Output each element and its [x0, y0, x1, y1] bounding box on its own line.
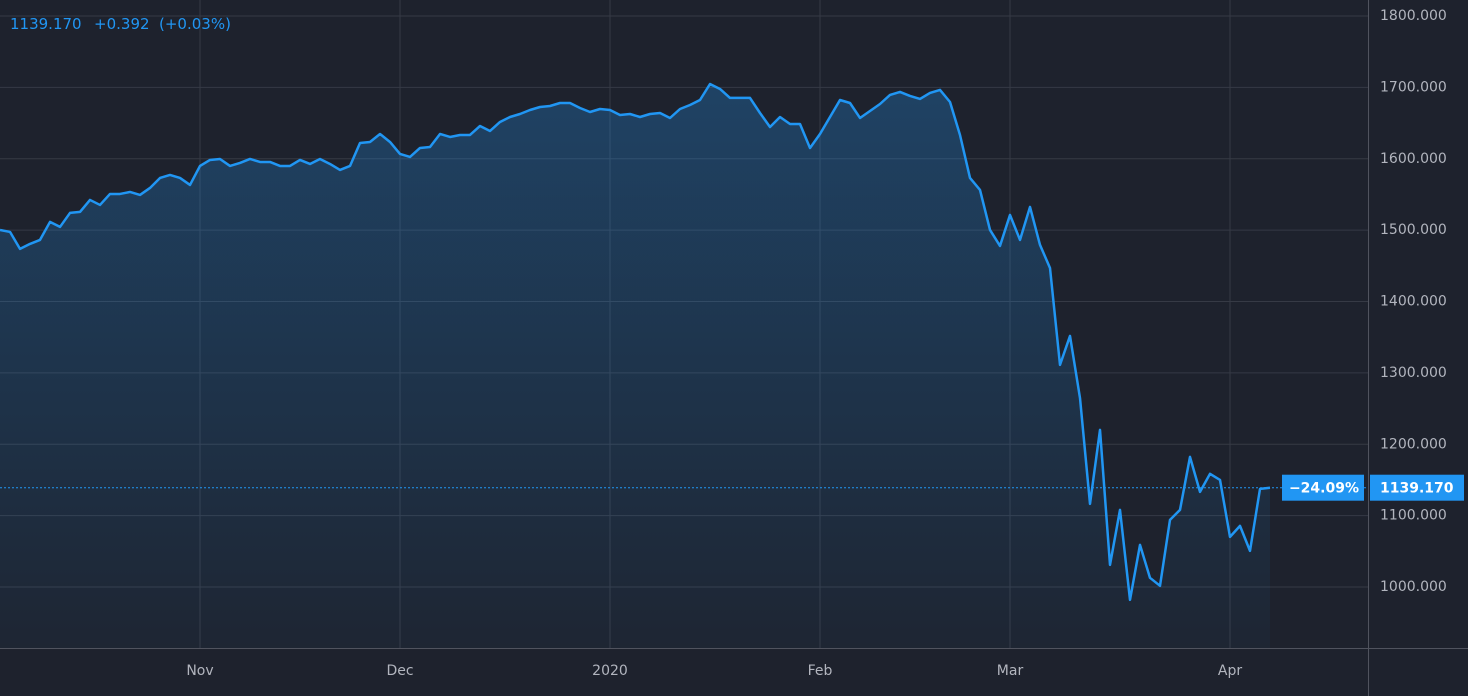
header: 1139.170 +0.392 (+0.03%) — [10, 15, 231, 33]
y-tick-label: 1500.000 — [1380, 222, 1447, 238]
x-tick-label: 2020 — [592, 663, 628, 679]
x-tick-label: Mar — [997, 663, 1024, 679]
price-line — [0, 82, 1271, 602]
y-tick-label: 1000.000 — [1380, 579, 1447, 595]
x-tick-label: Feb — [808, 663, 833, 679]
price-label: 1139.170 — [1380, 481, 1454, 497]
y-tick-label: 1400.000 — [1380, 294, 1447, 310]
pct-label-box — [1282, 474, 1364, 501]
x-tick-label: Apr — [1218, 663, 1242, 679]
header-price: 1139.170 — [10, 15, 82, 33]
x-tick-label: Dec — [386, 663, 413, 679]
y-tick-label: 1700.000 — [1380, 79, 1447, 95]
y-tick-label: 1600.000 — [1380, 151, 1447, 167]
y-tick-label: 1200.000 — [1380, 436, 1447, 452]
area-fill — [0, 84, 1270, 648]
pct-label: −24.09% — [1289, 481, 1359, 497]
price-label-box — [1370, 474, 1464, 501]
header-change-pct: (+0.03%) — [159, 15, 231, 33]
header-change: +0.392 — [94, 15, 150, 33]
y-tick-label: 1300.000 — [1380, 365, 1447, 381]
y-tick-label: 1800.000 — [1380, 8, 1447, 24]
y-tick-label: 1100.000 — [1380, 508, 1447, 524]
x-tick-label: Nov — [186, 663, 213, 679]
